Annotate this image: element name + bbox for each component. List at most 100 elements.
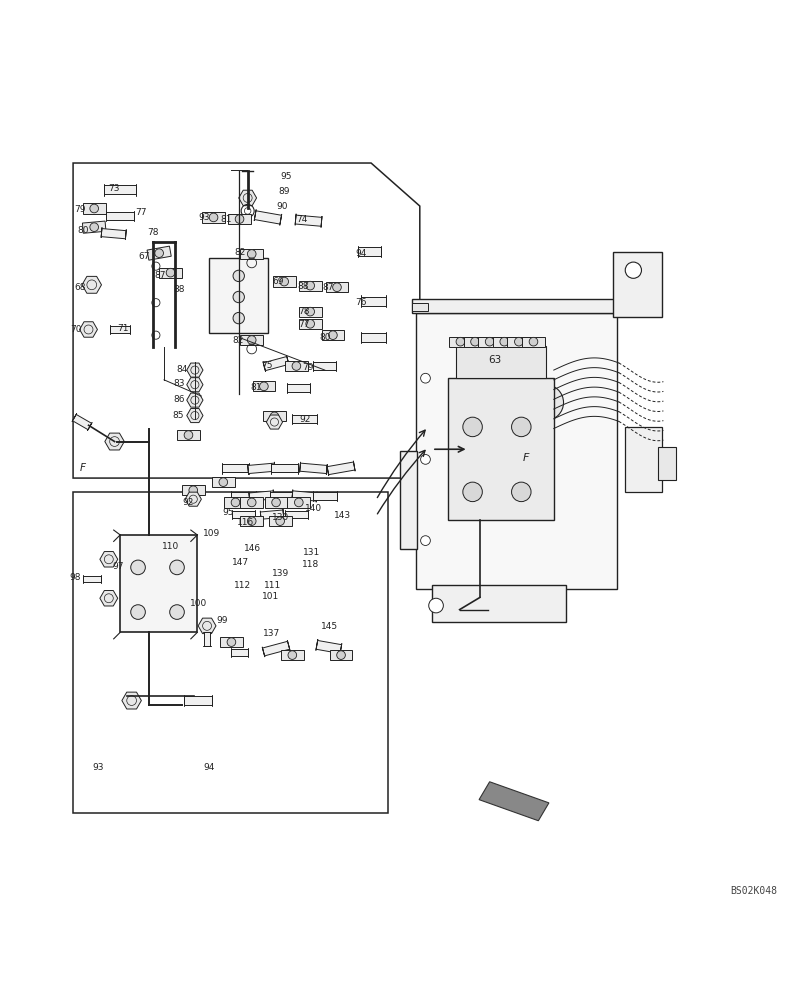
- Polygon shape: [329, 650, 352, 660]
- Polygon shape: [270, 492, 294, 500]
- Circle shape: [219, 478, 227, 486]
- Polygon shape: [184, 696, 212, 705]
- Polygon shape: [315, 640, 341, 653]
- Text: 131: 131: [303, 548, 320, 557]
- Text: 92: 92: [182, 498, 194, 507]
- Text: 100: 100: [190, 599, 208, 608]
- Text: 147: 147: [231, 558, 249, 567]
- Circle shape: [90, 204, 98, 213]
- Circle shape: [294, 498, 303, 507]
- Polygon shape: [221, 464, 248, 472]
- Polygon shape: [299, 462, 300, 472]
- Polygon shape: [286, 355, 289, 366]
- Polygon shape: [254, 209, 255, 221]
- Polygon shape: [312, 492, 337, 500]
- Polygon shape: [280, 214, 281, 225]
- Polygon shape: [82, 276, 101, 293]
- Polygon shape: [263, 362, 265, 372]
- Polygon shape: [262, 641, 290, 656]
- Circle shape: [152, 262, 160, 270]
- Text: 95: 95: [222, 508, 234, 517]
- Polygon shape: [264, 497, 287, 508]
- Polygon shape: [187, 378, 203, 392]
- Text: 111: 111: [264, 581, 281, 590]
- Polygon shape: [72, 413, 76, 422]
- Polygon shape: [101, 227, 102, 238]
- Text: 97: 97: [113, 562, 124, 571]
- Circle shape: [288, 651, 296, 659]
- Polygon shape: [340, 643, 341, 655]
- Text: F: F: [522, 453, 529, 463]
- Circle shape: [233, 291, 244, 303]
- Circle shape: [272, 498, 280, 507]
- Text: 90: 90: [277, 202, 288, 211]
- Circle shape: [131, 560, 145, 575]
- Polygon shape: [88, 422, 92, 431]
- Text: 81: 81: [221, 215, 232, 224]
- Circle shape: [247, 517, 255, 525]
- Bar: [209, 258, 268, 333]
- Polygon shape: [272, 490, 274, 500]
- Polygon shape: [266, 415, 282, 429]
- Text: 101: 101: [261, 592, 279, 601]
- Circle shape: [233, 312, 244, 324]
- Circle shape: [420, 455, 430, 464]
- Text: 83: 83: [174, 379, 185, 388]
- Polygon shape: [104, 185, 136, 194]
- Circle shape: [184, 431, 192, 439]
- Text: 98: 98: [70, 573, 81, 582]
- Circle shape: [169, 605, 184, 619]
- Polygon shape: [101, 229, 126, 239]
- Polygon shape: [291, 490, 293, 500]
- Circle shape: [280, 277, 288, 286]
- Polygon shape: [100, 552, 118, 567]
- Circle shape: [90, 223, 98, 231]
- Text: 130: 130: [271, 513, 289, 522]
- Polygon shape: [249, 491, 273, 501]
- Polygon shape: [295, 215, 321, 226]
- Polygon shape: [478, 337, 500, 347]
- Text: 93: 93: [92, 763, 104, 772]
- Text: BS02K048: BS02K048: [729, 886, 776, 896]
- Circle shape: [169, 560, 184, 575]
- Text: 145: 145: [320, 622, 338, 631]
- Polygon shape: [228, 214, 251, 224]
- Circle shape: [235, 215, 243, 223]
- Bar: [411, 303, 427, 311]
- Circle shape: [328, 331, 337, 339]
- Polygon shape: [361, 297, 385, 306]
- Text: F: F: [79, 463, 86, 473]
- Circle shape: [152, 299, 160, 307]
- Polygon shape: [247, 463, 275, 474]
- Polygon shape: [125, 229, 127, 240]
- Polygon shape: [147, 246, 171, 260]
- Polygon shape: [287, 384, 310, 392]
- Bar: [411, 299, 620, 313]
- Text: 87: 87: [154, 271, 165, 280]
- Polygon shape: [507, 337, 530, 347]
- Text: 78: 78: [298, 307, 309, 316]
- Text: 79: 79: [302, 363, 313, 372]
- Polygon shape: [281, 650, 303, 660]
- Polygon shape: [282, 509, 283, 518]
- Text: 69: 69: [272, 277, 283, 286]
- Polygon shape: [492, 337, 515, 347]
- Polygon shape: [326, 464, 327, 475]
- Polygon shape: [204, 632, 210, 646]
- Circle shape: [209, 213, 217, 222]
- Polygon shape: [268, 516, 291, 526]
- Polygon shape: [72, 414, 92, 430]
- Polygon shape: [292, 415, 316, 423]
- Circle shape: [511, 417, 530, 437]
- Circle shape: [470, 337, 478, 346]
- Polygon shape: [240, 249, 263, 259]
- Bar: [120, 535, 197, 632]
- Polygon shape: [285, 361, 307, 371]
- Bar: [431, 585, 565, 622]
- Polygon shape: [198, 618, 216, 634]
- Polygon shape: [248, 492, 250, 502]
- Polygon shape: [320, 216, 322, 228]
- Text: 139: 139: [271, 569, 289, 578]
- Polygon shape: [274, 462, 275, 472]
- Text: 143: 143: [333, 511, 351, 520]
